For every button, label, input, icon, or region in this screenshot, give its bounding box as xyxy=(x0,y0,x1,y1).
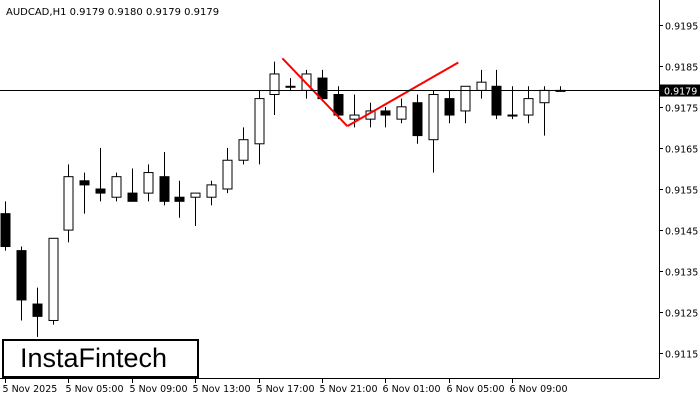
candle xyxy=(127,168,138,202)
bull-candle-body xyxy=(238,139,249,161)
candle xyxy=(412,94,423,144)
y-tick-label: 0.9175 xyxy=(665,104,698,115)
x-tick-label: 5 Nov 09:00 xyxy=(130,384,188,395)
bull-candle-body xyxy=(111,176,122,198)
x-tick-label: 6 Nov 05:00 xyxy=(447,384,505,395)
x-tick-layer: 5 Nov 2025 5 Nov 05:00 5 Nov 09:00 5 Nov 13… xyxy=(3,378,568,395)
y-tick-label: 0.9165 xyxy=(665,145,698,156)
candle xyxy=(238,127,249,165)
bear-candle-body xyxy=(95,188,106,194)
bull-candle-body xyxy=(254,98,265,145)
x-tick-label: 5 Nov 21:00 xyxy=(320,384,378,395)
candle xyxy=(380,106,391,128)
bear-candle-body xyxy=(127,192,138,202)
pattern-line xyxy=(281,57,349,127)
bull-candle-body xyxy=(507,114,518,117)
y-tick-label: 0.9195 xyxy=(665,22,698,33)
candle xyxy=(396,98,407,124)
current-price-label-bg xyxy=(660,84,700,97)
x-tick-label: 6 Nov 09:00 xyxy=(510,384,568,395)
candle xyxy=(143,164,154,202)
y-tick-label: 0.9115 xyxy=(665,350,698,361)
candle xyxy=(190,192,201,226)
x-tick-label: 6 Nov 01:00 xyxy=(383,384,441,395)
bull-candle-body xyxy=(206,184,217,198)
bull-candle-body xyxy=(190,192,201,198)
bull-candle-body xyxy=(428,94,439,141)
pattern-line xyxy=(346,61,459,128)
bear-candle-body xyxy=(79,180,90,186)
x-tick-label: 5 Nov 2025 xyxy=(3,384,58,395)
bear-candle-body xyxy=(412,102,423,137)
candle xyxy=(63,164,74,243)
bull-candle-body xyxy=(48,237,59,321)
bear-candle-body xyxy=(174,196,185,202)
y-tick-layer: 0.9195 0.9185 0.9175 0.9165 0.9155 0.9145 0.91… xyxy=(659,22,698,361)
candle xyxy=(174,180,185,218)
candle xyxy=(206,180,217,206)
bull-candle-body xyxy=(269,73,280,95)
y-tick-label: 0.9135 xyxy=(665,268,698,279)
current-price-layer: 0.9179 xyxy=(0,84,700,98)
candle xyxy=(269,61,280,116)
y-tick-label: 0.9145 xyxy=(665,227,698,238)
candle xyxy=(428,90,439,173)
bear-candle-body xyxy=(159,176,170,202)
bull-candle-body xyxy=(222,159,233,190)
bear-candle-body xyxy=(0,213,11,248)
bear-candle-body xyxy=(16,250,27,301)
candle xyxy=(95,147,106,202)
instafintech-logo: InstaFintech xyxy=(2,339,199,378)
pattern-layer xyxy=(281,57,459,128)
bear-candle-body xyxy=(333,94,344,116)
candle xyxy=(317,69,328,100)
x-tick-label: 5 Nov 13:00 xyxy=(193,384,251,395)
bear-candle-body xyxy=(32,303,43,317)
candle xyxy=(285,78,296,91)
current-price-label: 0.9179 xyxy=(664,87,697,98)
candle xyxy=(491,69,502,120)
candle xyxy=(111,172,122,202)
bull-candle-body xyxy=(523,98,534,116)
candle xyxy=(444,90,455,124)
candle xyxy=(507,86,518,120)
candle xyxy=(460,85,471,124)
y-tick-label: 0.9155 xyxy=(665,186,698,197)
bull-candle-body xyxy=(285,85,296,88)
candle xyxy=(16,246,27,321)
bear-candle-body xyxy=(380,110,391,116)
logo-text: InstaFintech xyxy=(20,343,168,373)
x-tick-label: 5 Nov 05:00 xyxy=(66,384,124,395)
bull-candle-body xyxy=(396,106,407,120)
bear-candle-body xyxy=(444,98,455,116)
bear-candle-body xyxy=(491,85,502,116)
candle xyxy=(222,147,233,194)
y-tick-label: 0.9125 xyxy=(665,309,698,320)
candle xyxy=(523,86,534,124)
candle xyxy=(0,201,11,251)
bull-candle-body xyxy=(63,176,74,231)
bull-candle-body xyxy=(143,172,154,194)
candle xyxy=(79,172,90,214)
x-tick-label: 5 Nov 17:00 xyxy=(257,384,315,395)
chart-title: AUDCAD,H1 0.9179 0.9180 0.9179 0.9179 xyxy=(6,7,219,18)
bear-candle-body xyxy=(317,77,328,100)
y-tick-label: 0.9185 xyxy=(665,63,698,74)
candle xyxy=(48,237,59,325)
candle xyxy=(32,287,43,337)
bull-candle-body xyxy=(349,114,360,120)
bull-candle-body xyxy=(476,81,487,91)
candle xyxy=(333,86,344,120)
candle xyxy=(254,90,265,165)
bull-candle-body xyxy=(539,89,550,104)
bull-candle-body xyxy=(460,85,471,112)
candle xyxy=(159,152,170,206)
candles-layer xyxy=(0,61,566,337)
